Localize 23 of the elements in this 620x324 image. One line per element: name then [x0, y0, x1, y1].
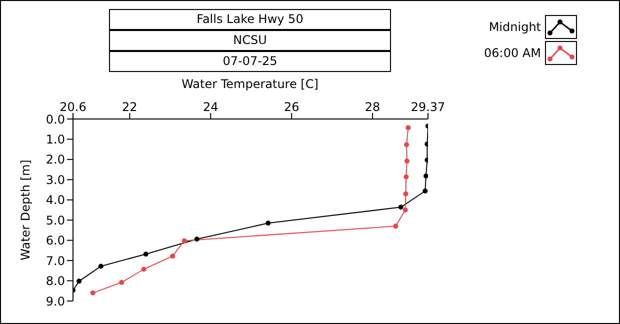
legend-label: Midnight	[488, 20, 541, 34]
x-tick-label: 20.6	[60, 100, 86, 114]
chart-title: Falls Lake Hwy 50	[109, 9, 391, 31]
y-tick-label: 5.0	[46, 213, 65, 228]
x-tick-label: 22	[122, 100, 138, 114]
y-tick-label: 1.0	[46, 132, 65, 146]
x-axis-title: Water Temperature [C]	[180, 77, 320, 91]
y-tick-label: 2.0	[46, 152, 65, 167]
legend-label: 06:00 AM	[484, 46, 541, 60]
text: 07-07-25	[109, 52, 391, 72]
y-tick-label: 6.0	[46, 234, 65, 248]
y-tick-label: 8.0	[46, 274, 65, 288]
x-tick-label: 24	[202, 100, 218, 114]
y-axis-title: Water Depth [m]	[18, 160, 32, 260]
y-tick-label: 0.0	[46, 112, 65, 126]
y-tick-label: 4.0	[46, 193, 65, 208]
x-tick-label: 26	[284, 100, 300, 114]
x-tick-label: 29.37	[410, 100, 446, 114]
x-tick-label: 28	[364, 100, 380, 114]
y-tick-label: 9.0	[46, 294, 65, 308]
y-tick-label: 7.0	[46, 254, 65, 268]
y-tick-label: 3.0	[46, 172, 65, 187]
chart-subtitle: NCSU	[109, 31, 391, 52]
